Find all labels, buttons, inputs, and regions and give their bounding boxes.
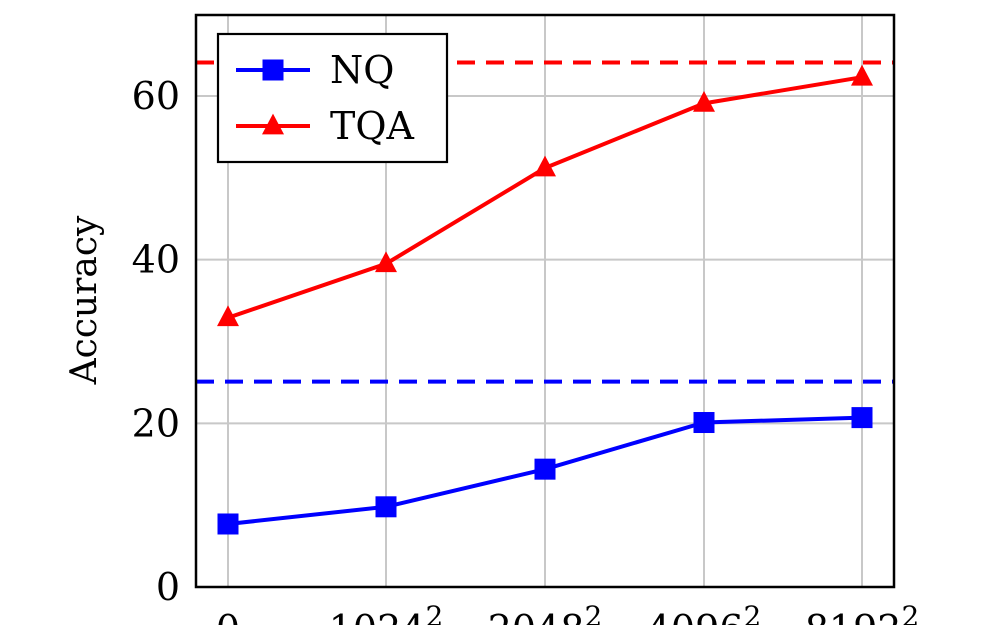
legend: NQ TQA <box>216 32 449 164</box>
legend-label: NQ <box>330 48 394 92</box>
y-axis-label: Accuracy <box>64 215 105 385</box>
y-tick-labels: 0 20 40 60 <box>132 74 180 609</box>
nq-point <box>851 407 873 429</box>
legend-box <box>216 32 449 164</box>
series-lines <box>217 64 873 535</box>
tqa-point <box>851 64 873 86</box>
nq-point <box>375 496 397 518</box>
y-tick-label: 60 <box>132 74 180 118</box>
legend-label: TQA <box>330 104 414 148</box>
series-nq <box>217 407 873 535</box>
tqa-point <box>217 305 239 327</box>
x-tick-label: 40962 <box>647 600 762 625</box>
y-tick-label: 0 <box>156 565 180 609</box>
nq-point <box>534 458 556 480</box>
plot-frame <box>194 13 896 589</box>
x-tick-labels: 0 10242 20482 40962 81922 <box>216 600 919 625</box>
tqa-point <box>693 90 715 112</box>
x-tick-label: 81922 <box>805 600 920 625</box>
legend-marker <box>262 113 284 135</box>
legend-entry-nq: NQ <box>236 48 394 92</box>
y-tick-label: 40 <box>132 238 180 282</box>
x-tick-label: 20482 <box>488 600 603 625</box>
x-tick-label: 0 <box>216 607 240 625</box>
legend-entry-tqa: TQA <box>236 104 414 148</box>
y-tick-label: 20 <box>132 401 180 445</box>
series-tqa <box>217 64 873 327</box>
nq-point <box>693 412 715 434</box>
nq-point <box>217 513 239 535</box>
legend-marker <box>262 59 284 81</box>
tqa-point <box>375 251 397 273</box>
x-tick-label: 10242 <box>329 600 444 625</box>
tqa-point <box>534 155 556 177</box>
